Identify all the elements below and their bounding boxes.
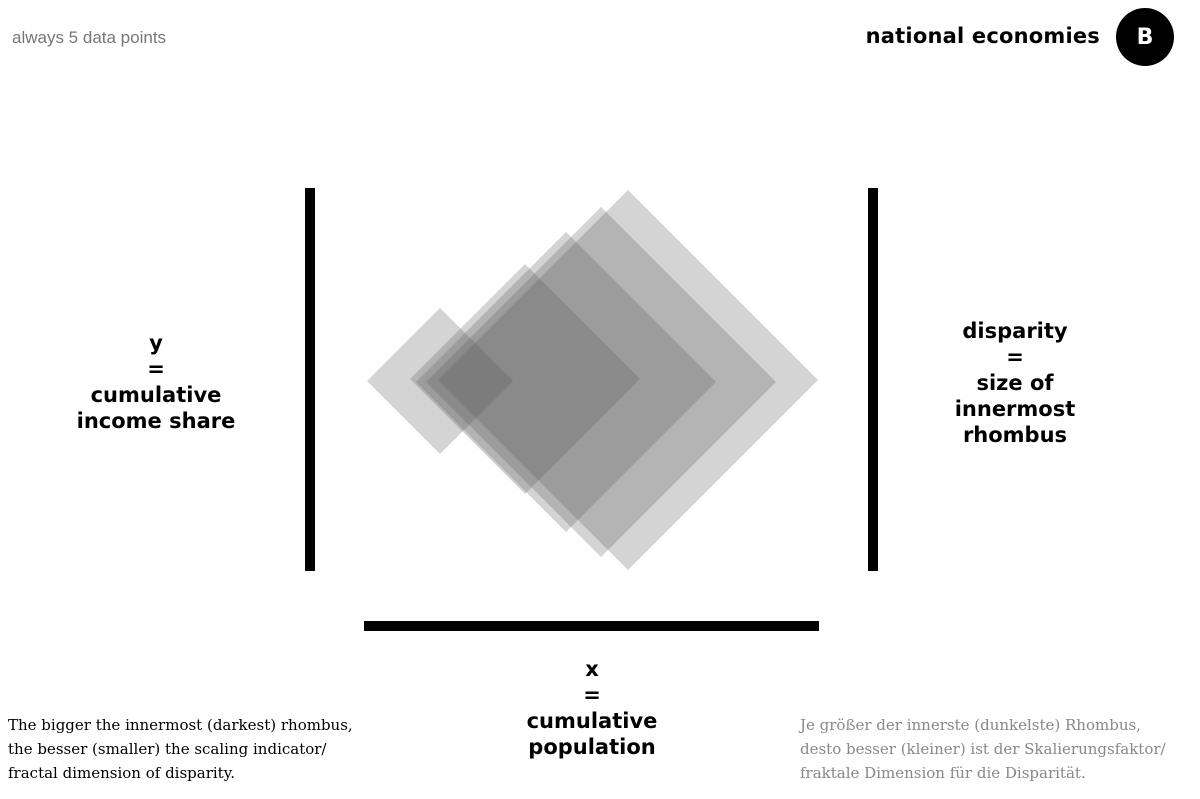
- english-caption: The bigger the innermost (darkest) rhomb…: [8, 716, 353, 782]
- german-caption: Je größer der innerste (dunkelste) Rhomb…: [800, 716, 1166, 782]
- rhombus-3: [416, 232, 716, 532]
- right-axis-bar: [868, 188, 878, 571]
- rhombus-1: [438, 190, 818, 570]
- left-axis-bar: [305, 188, 315, 571]
- data-points-note: always 5 data points: [12, 28, 167, 47]
- section-badge: B: [1116, 8, 1174, 66]
- rhombus-2: [426, 207, 776, 557]
- bottom-axis-bar: [364, 621, 819, 631]
- y-axis-label: y = cumulative income share: [76, 331, 236, 433]
- x-axis-label: x = cumulative population: [526, 657, 658, 759]
- page-title: national economies: [865, 24, 1100, 48]
- rhombus-5: [367, 308, 513, 454]
- disparity-label: disparity = size of innermost rhombus: [954, 319, 1076, 447]
- rhombus-4: [410, 264, 640, 494]
